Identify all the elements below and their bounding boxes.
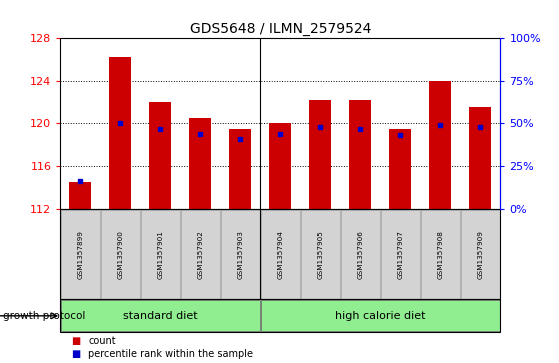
Title: GDS5648 / ILMN_2579524: GDS5648 / ILMN_2579524 <box>190 22 371 36</box>
Text: standard diet: standard diet <box>123 311 198 321</box>
Text: percentile rank within the sample: percentile rank within the sample <box>88 349 253 359</box>
Bar <box>309 100 331 209</box>
Text: GSM1357904: GSM1357904 <box>277 230 283 278</box>
Bar <box>269 123 291 209</box>
Bar <box>110 57 131 209</box>
Text: GSM1357901: GSM1357901 <box>157 230 163 278</box>
FancyBboxPatch shape <box>301 209 339 298</box>
Bar <box>429 81 451 209</box>
Text: GSM1357900: GSM1357900 <box>117 230 124 278</box>
Bar <box>149 102 172 209</box>
Text: count: count <box>88 336 116 346</box>
Text: GSM1357907: GSM1357907 <box>397 230 404 278</box>
Text: GSM1357905: GSM1357905 <box>318 230 323 278</box>
Bar <box>229 129 252 209</box>
Text: GSM1357908: GSM1357908 <box>437 230 443 278</box>
Text: GSM1357899: GSM1357899 <box>77 230 83 278</box>
Bar <box>69 182 91 209</box>
Bar <box>470 107 491 209</box>
FancyBboxPatch shape <box>61 209 100 298</box>
Bar <box>349 100 371 209</box>
FancyBboxPatch shape <box>61 301 259 331</box>
FancyBboxPatch shape <box>341 209 380 298</box>
Text: growth protocol: growth protocol <box>3 311 85 321</box>
Text: GSM1357902: GSM1357902 <box>197 230 203 278</box>
FancyBboxPatch shape <box>461 209 500 298</box>
FancyBboxPatch shape <box>381 209 419 298</box>
FancyBboxPatch shape <box>221 209 259 298</box>
Text: GSM1357909: GSM1357909 <box>477 230 484 278</box>
Text: ■: ■ <box>72 349 81 359</box>
FancyBboxPatch shape <box>421 209 459 298</box>
FancyBboxPatch shape <box>261 209 300 298</box>
Bar <box>389 129 411 209</box>
Text: GSM1357903: GSM1357903 <box>238 230 243 278</box>
FancyBboxPatch shape <box>181 209 220 298</box>
FancyBboxPatch shape <box>261 301 500 331</box>
Bar <box>190 118 211 209</box>
Text: ■: ■ <box>72 336 81 346</box>
Text: high calorie diet: high calorie diet <box>335 311 425 321</box>
Text: GSM1357906: GSM1357906 <box>357 230 363 278</box>
FancyBboxPatch shape <box>101 209 140 298</box>
FancyBboxPatch shape <box>141 209 179 298</box>
